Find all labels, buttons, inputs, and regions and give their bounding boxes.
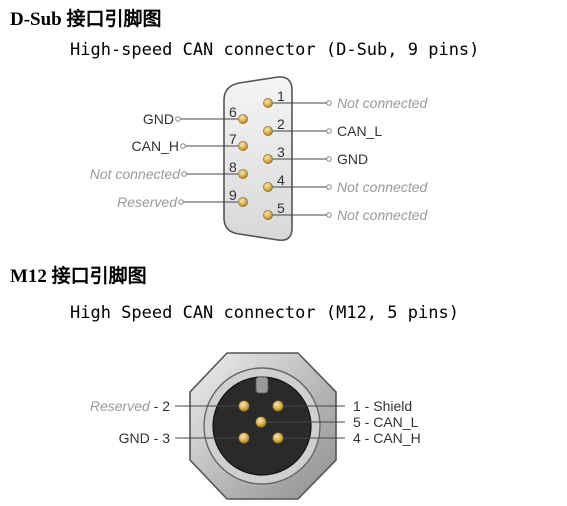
dsub-pin-7 [238,141,248,151]
dsub-pin-number-5: 5 [277,200,285,216]
dsub-pin-number-3: 3 [277,144,285,160]
dsub-pin-number-7: 7 [229,131,237,147]
dsub-pin-number-6: 6 [229,104,237,120]
dsub-pin-number-9: 9 [229,187,237,203]
leader-dot-pin4 [326,184,332,190]
dsub-pin-2 [263,126,273,136]
dsub-pin-label-8: Not connected [90,166,181,182]
dsub-pin-label-4: Not connected [337,179,428,195]
dsub-pin-label-6: GND [143,111,174,127]
m12-pin2-name: Reserved [90,398,151,414]
dsub-pin-3 [263,154,273,164]
dsub-pin-1 [263,98,273,108]
dsub-heading: D-Sub 接口引脚图 [10,9,162,30]
m12-pin-label-4: 4 - CAN_H [353,430,421,446]
leader-dot-pin9 [178,199,184,205]
dsub-pin-number-1: 1 [277,88,285,104]
dsub-pin-label-1: Not connected [337,95,428,111]
dsub-pin-8 [238,169,248,179]
dsub-pin-number-2: 2 [277,116,285,132]
m12-pin-3 [238,432,250,444]
m12-connector: Reserved - 2 GND - 3 1 - Shield 5 - CAN_… [90,352,421,500]
m12-pin2-number: - 2 [150,398,170,414]
dsub-pin-5 [263,210,273,220]
leader-dot-pin5 [326,212,332,218]
dsub-pin-6 [238,114,248,124]
m12-pin-2 [238,400,250,412]
m12-subtitle: High Speed CAN connector (M12, 5 pins) [70,303,459,323]
m12-key-notch [255,376,269,394]
m12-pin-5 [255,416,267,428]
m12-pin-label-5: 5 - CAN_L [353,414,419,430]
m12-pin-1 [272,400,284,412]
leader-dot-pin2 [326,128,332,134]
leader-dot-pin1 [326,100,332,106]
leader-dot-pin8 [181,171,187,177]
m12-pin-label-3: GND - 3 [119,430,171,446]
m12-heading: M12 接口引脚图 [10,266,147,287]
m12-pin-label-2: Reserved - 2 [90,398,170,414]
dsub-subtitle: High-speed CAN connector (D-Sub, 9 pins) [70,40,480,60]
dsub-pin-9 [238,197,248,207]
dsub-pin-label-9: Reserved [117,194,178,210]
dsub-pin-number-4: 4 [277,172,285,188]
dsub-pin-label-3: GND [337,151,368,167]
dsub-pin-4 [263,182,273,192]
leader-dot-pin6 [175,116,181,122]
leader-dot-pin3 [326,156,332,162]
m12-pin-label-1: 1 - Shield [353,398,412,414]
dsub-pin-number-8: 8 [229,159,237,175]
dsub-pin-label-5: Not connected [337,207,428,223]
m12-pin-4 [272,432,284,444]
dsub-pin-label-2: CAN_L [337,123,382,139]
dsub-connector: 1 2 3 4 5 6 7 8 9 Not connected CAN_L GN… [90,76,428,242]
dsub-pin-label-7: CAN_H [132,138,179,154]
leader-dot-pin7 [180,143,186,149]
